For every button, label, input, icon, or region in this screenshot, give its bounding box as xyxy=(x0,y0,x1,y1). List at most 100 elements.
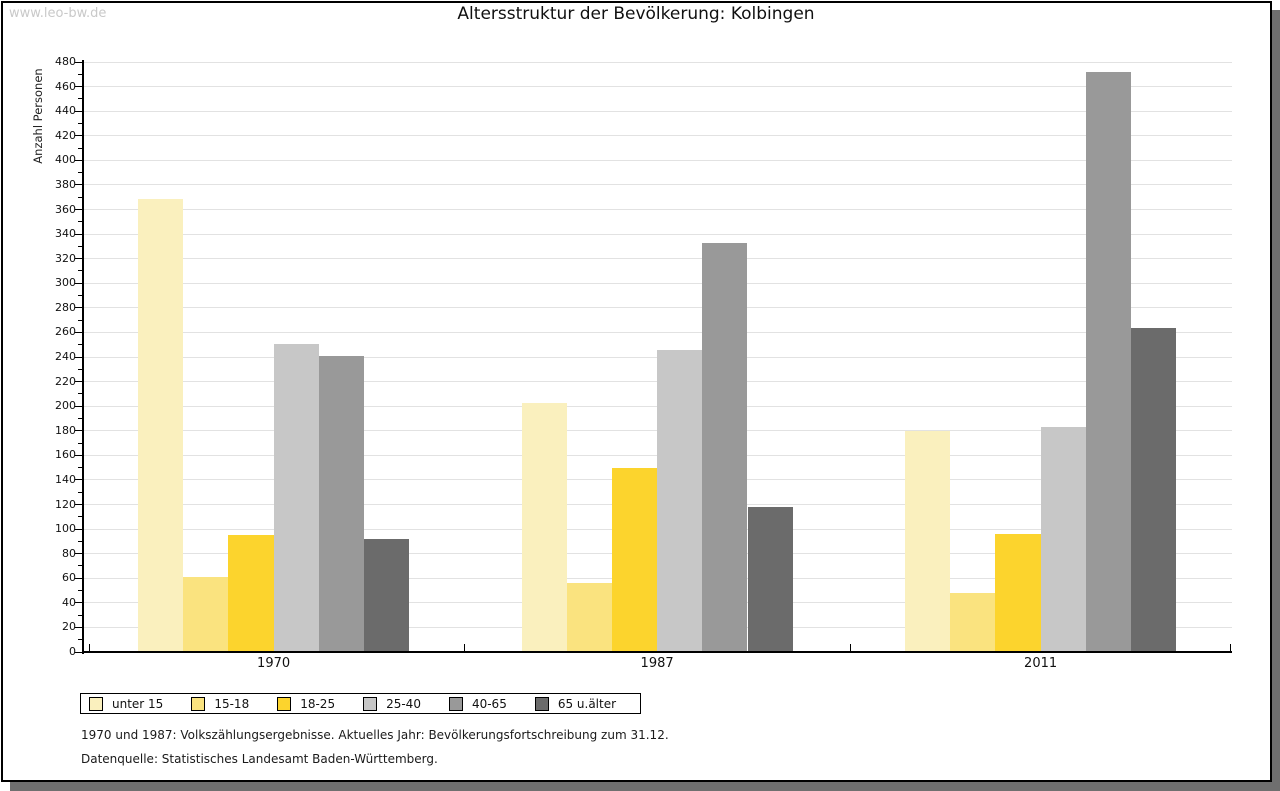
y-minor-tick xyxy=(78,516,82,518)
bar xyxy=(1131,327,1177,651)
y-minor-tick xyxy=(78,221,82,223)
legend-label: 18-25 xyxy=(300,696,336,711)
y-major-tick xyxy=(75,159,82,161)
y-tick-label: 180 xyxy=(55,423,76,437)
gridline xyxy=(83,159,1232,161)
x-tick xyxy=(850,644,851,651)
gridline xyxy=(83,282,1232,284)
gridline xyxy=(83,258,1232,260)
y-major-tick xyxy=(75,626,82,628)
legend-label: 40-65 xyxy=(471,696,507,711)
y-minor-tick xyxy=(78,368,82,370)
y-minor-tick xyxy=(78,295,82,297)
bar xyxy=(657,349,703,651)
legend-swatch xyxy=(534,696,549,711)
y-tick-label: 0 xyxy=(69,645,76,658)
year-label: 2011 xyxy=(1024,656,1058,671)
y-minor-tick xyxy=(78,417,82,419)
chart-legend: unter 15 15-18 18-25 25-40 40-65 65 u.älter xyxy=(80,693,641,714)
y-tick-label: 120 xyxy=(55,497,76,511)
y-minor-tick xyxy=(78,393,82,395)
gridline xyxy=(83,184,1232,186)
y-major-tick xyxy=(75,430,82,432)
gridline xyxy=(83,110,1232,112)
bar xyxy=(566,583,612,651)
bar xyxy=(905,430,951,651)
y-minor-tick xyxy=(78,540,82,542)
gridline xyxy=(83,307,1232,309)
y-minor-tick xyxy=(78,196,82,198)
y-major-tick xyxy=(75,282,82,284)
y-minor-tick xyxy=(78,344,82,346)
y-major-tick xyxy=(75,405,82,407)
bar xyxy=(1085,72,1131,651)
legend-swatch xyxy=(191,696,206,711)
bar xyxy=(521,402,567,651)
legend-swatch xyxy=(448,696,463,711)
year-label: 1987 xyxy=(640,656,674,671)
y-tick-label: 380 xyxy=(55,177,76,191)
legend-label: 25-40 xyxy=(386,696,421,711)
legend-swatch xyxy=(89,696,103,711)
y-major-tick xyxy=(75,86,82,88)
bar xyxy=(747,507,793,651)
y-major-tick xyxy=(75,381,82,383)
legend-label: unter 15 xyxy=(112,696,164,711)
y-minor-tick xyxy=(78,172,82,174)
y-tick-label: 400 xyxy=(55,153,76,167)
bar xyxy=(228,535,274,651)
y-minor-tick xyxy=(78,565,82,567)
y-tick-label: 340 xyxy=(55,227,76,241)
gridline xyxy=(83,86,1232,88)
y-minor-tick xyxy=(78,319,82,321)
y-minor-tick xyxy=(78,614,82,616)
legend-item: 65 u.älter xyxy=(534,696,616,711)
y-major-tick xyxy=(75,258,82,260)
y-major-tick xyxy=(75,504,82,505)
x-tick xyxy=(89,644,90,651)
y-tick-label: 60 xyxy=(62,571,76,585)
y-minor-tick xyxy=(78,122,82,124)
legend-swatch xyxy=(277,696,292,711)
y-minor-tick xyxy=(78,590,82,592)
gridline xyxy=(83,61,1232,63)
bar xyxy=(702,242,748,651)
gridline xyxy=(83,135,1232,137)
y-major-tick xyxy=(75,209,82,210)
gridline xyxy=(83,331,1232,333)
y-minor-tick xyxy=(78,639,82,641)
y-axis-line xyxy=(82,60,84,654)
y-tick-label: 300 xyxy=(55,276,76,290)
bar xyxy=(950,593,996,651)
y-tick-label: 320 xyxy=(55,251,76,265)
y-major-tick xyxy=(75,602,82,604)
bar xyxy=(183,577,229,651)
year-label: 1970 xyxy=(257,656,291,671)
legend-label: 15-18 xyxy=(214,696,250,711)
bar xyxy=(364,539,410,651)
y-tick-label: 240 xyxy=(55,350,76,363)
y-minor-tick xyxy=(78,245,82,247)
y-tick-label: 100 xyxy=(55,522,76,536)
y-tick-label: 40 xyxy=(62,595,76,609)
legend-item: 25-40 xyxy=(363,696,421,711)
bar xyxy=(138,198,184,651)
y-major-tick xyxy=(75,651,82,653)
bar xyxy=(995,534,1041,651)
y-minor-tick xyxy=(78,73,82,75)
footnote-source-note: 1970 und 1987: Volkszählungsergebnisse. … xyxy=(81,728,669,742)
y-tick-label: 420 xyxy=(55,128,76,142)
legend-item: 18-25 xyxy=(277,696,336,711)
y-major-tick xyxy=(75,233,82,235)
gridline xyxy=(83,209,1232,210)
y-minor-tick xyxy=(78,270,82,272)
y-major-tick xyxy=(75,135,82,137)
x-tick xyxy=(464,644,465,651)
y-major-tick xyxy=(75,331,82,333)
bar xyxy=(273,343,319,651)
y-major-tick xyxy=(75,110,82,112)
bar xyxy=(318,356,364,651)
y-tick-label: 220 xyxy=(55,374,76,388)
y-major-tick xyxy=(75,553,82,555)
